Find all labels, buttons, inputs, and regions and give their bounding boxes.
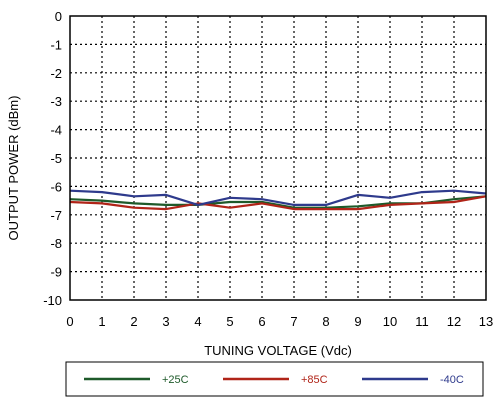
legend-label-3: -40C: [440, 374, 464, 386]
series-line-2: [69, 195, 487, 211]
y-tick-labels: 0 -1 -2 -3 -4 -5 -6 -7 -8 -9 -10: [43, 9, 62, 308]
x-tick-labels: 0 1 2 3 4 5 6 7 8 9 10 11 12 13: [66, 314, 493, 329]
series-line-3: [69, 189, 487, 206]
x-tick-label: 8: [322, 314, 329, 329]
grid: [70, 16, 486, 300]
y-axis-title: OUTPUT POWER (dBm): [6, 96, 21, 241]
x-tick-label: 4: [194, 314, 201, 329]
legend-label-1: +25C: [162, 374, 189, 386]
x-tick-label: 9: [354, 314, 361, 329]
x-tick-label: 5: [226, 314, 233, 329]
y-tick-label: -3: [50, 94, 62, 109]
y-tick-label: -2: [50, 66, 62, 81]
x-tick-label: 0: [66, 314, 73, 329]
y-tick-label: -5: [50, 151, 62, 166]
y-tick-label: -7: [50, 208, 62, 223]
y-tick-label: -9: [50, 265, 62, 280]
y-tick-label: -10: [43, 293, 62, 308]
x-tick-label: 11: [415, 314, 429, 329]
x-tick-label: 1: [98, 314, 105, 329]
legend: +25C +85C -40C: [65, 361, 484, 397]
y-tick-label: -1: [50, 37, 62, 52]
x-tick-label: 6: [258, 314, 265, 329]
x-axis-title: TUNING VOLTAGE (Vdc): [204, 343, 352, 358]
x-tick-label: 3: [162, 314, 169, 329]
x-tick-label: 7: [290, 314, 297, 329]
legend-label-2: +85C: [301, 374, 328, 386]
y-tick-label: 0: [55, 9, 62, 24]
x-tick-label: 10: [383, 314, 397, 329]
x-tick-label: 13: [479, 314, 493, 329]
y-tick-label: -6: [50, 179, 62, 194]
plot-frame: [69, 15, 487, 301]
series-lines: [69, 189, 487, 211]
x-tick-label: 12: [447, 314, 461, 329]
y-tick-label: -8: [50, 236, 62, 251]
x-tick-label: 2: [130, 314, 137, 329]
y-tick-label: -4: [50, 123, 62, 138]
